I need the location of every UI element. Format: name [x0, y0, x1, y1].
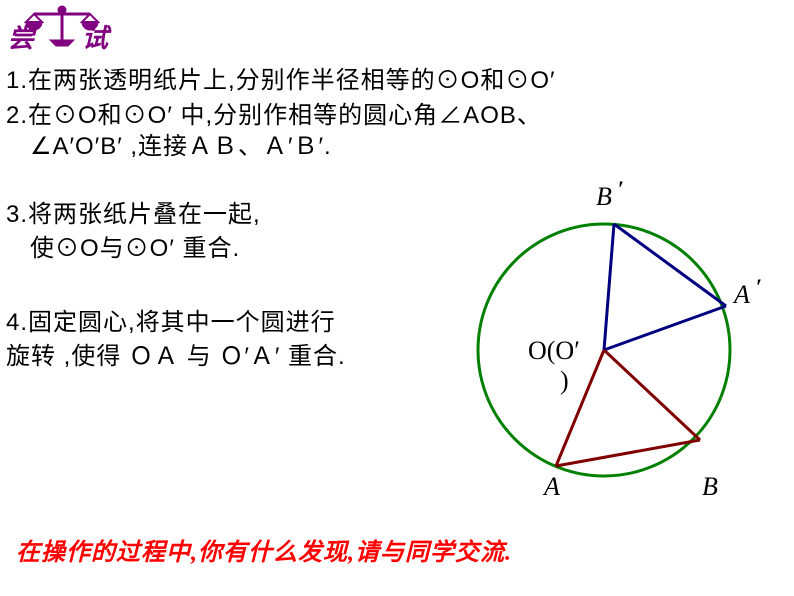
label-b: B — [702, 472, 718, 502]
try-char-2: 试 — [82, 24, 108, 53]
label-a-prime: A — [734, 280, 750, 310]
header-try-text: 尝试 — [8, 18, 108, 55]
footer-prompt: 在操作的过程中,你有什么发现,请与同学交流. — [16, 532, 512, 567]
try-char-1: 尝 — [8, 24, 34, 53]
line3-part-b: 使⊙O与⊙O′ 重合. — [6, 232, 446, 266]
label-b-prime: B — [596, 182, 612, 212]
label-o-center: O(O′ — [528, 336, 580, 366]
b-prime-mark: ′ — [618, 176, 624, 202]
label-a: A — [544, 472, 560, 502]
line2-part-b: ∠A′O′B′ ,连接ＡＢ、Ａ′Ｂ′. — [6, 131, 766, 162]
label-o-close: ) — [560, 366, 569, 396]
instruction-line-3: 3.将两张纸片叠在一起, 使⊙O与⊙O′ 重合. — [6, 198, 446, 265]
a-prime-mark: ′ — [756, 274, 762, 300]
line4-part-a: 4.固定圆心,将其中一个圆进行 — [6, 306, 476, 340]
line2-part-a: 2.在⊙O和⊙O′ 中,分别作相等的圆心角∠AOB、 — [6, 100, 766, 131]
instruction-line-1: 1.在两张透明纸片上,分别作半径相等的⊙O和⊙O′ — [6, 60, 556, 95]
circle-diagram: B ′ A ′ O(O′ ) A B — [456, 188, 766, 508]
line4-part-b: 旋转 ,使得 ＯＡ 与 Ｏ′Ａ′ 重合. — [6, 340, 476, 374]
instruction-line-4: 4.固定圆心,将其中一个圆进行 旋转 ,使得 ＯＡ 与 Ｏ′Ａ′ 重合. — [6, 306, 476, 373]
line3-part-a: 3.将两张纸片叠在一起, — [6, 198, 446, 232]
triangle-prime — [604, 224, 726, 350]
triangle-base — [556, 350, 700, 466]
instruction-line-2: 2.在⊙O和⊙O′ 中,分别作相等的圆心角∠AOB、 ∠A′O′B′ ,连接ＡＢ… — [6, 100, 766, 162]
